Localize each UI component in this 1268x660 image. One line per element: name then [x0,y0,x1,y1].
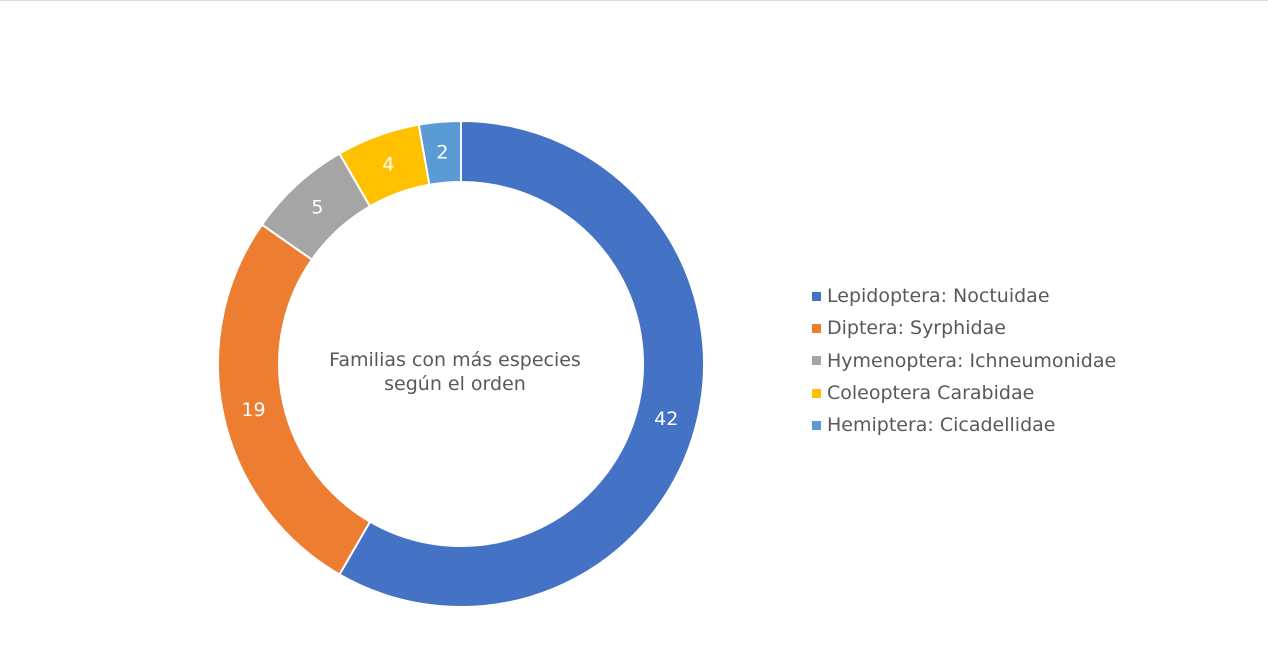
slice-diptera-syrphidae [217,223,372,576]
chart-title-line-1: Familias con más especies [329,349,581,371]
legend-label: Lepidoptera: Noctuidae [827,285,1050,308]
chart-title: Familias con más especies según el orden [285,348,625,396]
legend-item-hemiptera-cicadellidae: Hemiptera: Cicadellidae [812,409,1116,441]
legend-item-hymenoptera-ichneumonidae: Hymenoptera: Ichneumonidae [812,345,1116,377]
legend-swatch [812,420,821,430]
legend-label: Hemiptera: Cicadellidae [827,414,1056,437]
data-label-diptera-syrphidae: 19 [241,399,265,421]
top-divider [0,0,1268,1]
legend-label: Hymenoptera: Ichneumonidae [827,349,1117,372]
legend-item-lepidoptera-noctuidae: Lepidoptera: Noctuidae [812,280,1116,312]
legend-item-diptera-syrphidae: Diptera: Syrphidae [812,312,1116,344]
legend-label: Coleoptera Carabidae [827,382,1035,405]
data-label-hymenoptera-ichneumonidae: 5 [311,196,323,218]
legend-label: Diptera: Syrphidae [827,317,1006,340]
legend-swatch [812,356,821,366]
doughnut-slices [217,119,705,608]
data-label-hemiptera-cicadellidae: 2 [436,141,448,163]
slice-hemiptera-cicadellidae [417,119,462,186]
data-label-lepidoptera-noctuidae: 42 [654,408,678,430]
chart-legend: Lepidoptera: Noctuidae Diptera: Syrphidae… [812,280,1116,441]
legend-swatch [812,323,821,333]
chart-title-line-2: según el orden [384,373,526,395]
slice-lepidoptera-noctuidae [338,119,705,608]
data-label-coleoptera-carabidae: 4 [382,153,394,175]
legend-swatch [812,291,821,301]
legend-item-coleoptera-carabidae: Coleoptera Carabidae [812,377,1116,409]
legend-swatch [812,388,821,398]
